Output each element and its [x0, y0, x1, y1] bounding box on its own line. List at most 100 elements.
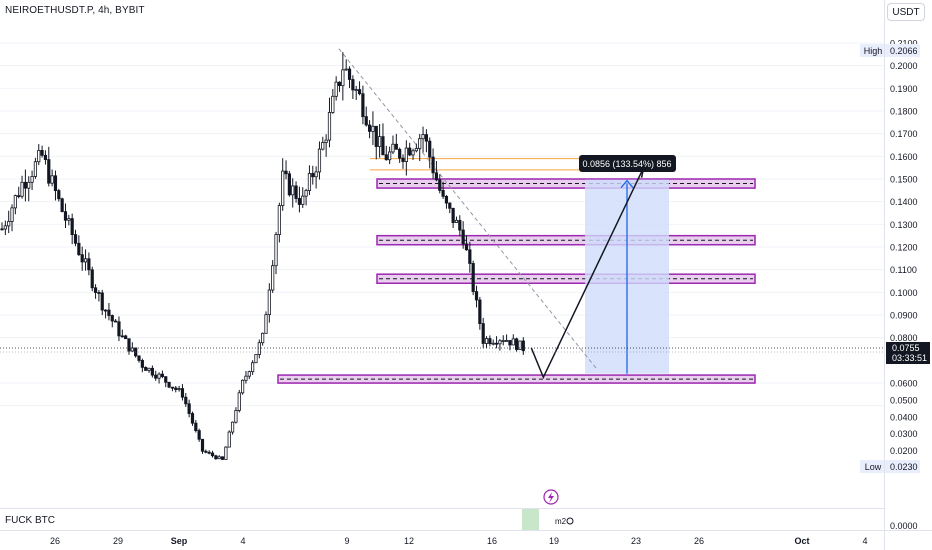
candle-body [521, 340, 525, 352]
low-value: 0.0230 [890, 462, 918, 472]
candle-body [204, 450, 208, 453]
candle-body [351, 79, 355, 91]
trendline[interactable] [338, 48, 597, 369]
candle-body [398, 148, 402, 159]
candle-body [434, 172, 439, 181]
candle-body [30, 176, 34, 183]
candle-body [404, 147, 408, 162]
indicator-label[interactable]: FUCK BTC [5, 515, 55, 526]
candle-body [307, 173, 312, 191]
candle-body [301, 195, 305, 205]
price-axis-border [884, 0, 885, 550]
candle-body [321, 142, 325, 150]
candlestick-series [0, 52, 525, 460]
projection-path[interactable] [530, 166, 645, 380]
candle-body [224, 446, 228, 460]
candle-body [418, 138, 422, 149]
price-tick: 0.2000 [890, 61, 918, 71]
target-lines[interactable] [370, 158, 600, 171]
candle-body [474, 291, 479, 301]
pane-separator[interactable] [0, 508, 884, 509]
candle-body [100, 292, 104, 311]
candle-body [458, 219, 462, 231]
dashed-trendline[interactable] [338, 48, 597, 369]
price-tick: 0.0600 [890, 379, 918, 389]
candle-body [57, 190, 61, 200]
candle-body [401, 157, 405, 162]
candle-body [384, 154, 388, 161]
time-tick: Oct [794, 536, 809, 546]
candle-body [448, 202, 452, 209]
candle-body [271, 265, 275, 291]
price-tick: 0.1900 [890, 84, 918, 94]
candle-body [237, 392, 241, 411]
grid-lines [0, 42, 884, 407]
candle-body [337, 81, 342, 87]
low-value-bg [886, 460, 920, 473]
price-range-measure[interactable]: 0.0856 (133.54%) 856 [579, 155, 676, 374]
candle-body [354, 89, 358, 91]
candle-body [327, 112, 332, 141]
price-tick: 0.0800 [890, 333, 918, 343]
zone-box[interactable] [376, 178, 756, 189]
price-tick: 0.1500 [890, 174, 918, 184]
candle-body [150, 367, 154, 376]
candle-body [67, 218, 71, 221]
time-tick: 23 [631, 536, 641, 546]
candle-body [13, 195, 17, 209]
price-tick: 0.0400 [890, 412, 918, 422]
symbol-title[interactable]: NEIROETHUSDT.P, 4h, BYBIT [5, 5, 145, 16]
candle-body [364, 116, 368, 126]
candle-body [220, 456, 225, 460]
candle-body [120, 335, 124, 338]
candle-body [73, 234, 78, 244]
zone-box[interactable] [376, 273, 756, 285]
projection-line[interactable] [530, 167, 645, 380]
measure-tooltip-bg [579, 155, 676, 172]
price-tick: 0.0900 [890, 310, 918, 320]
time-tick: 4 [240, 536, 245, 546]
price-tick: 0.0500 [890, 395, 918, 405]
time-axis[interactable]: 26 29 Sep 4 9 12 16 19 23 26 Oct 4 [50, 536, 868, 546]
candle-body [334, 81, 338, 97]
candle-body [494, 342, 499, 345]
candle-body [194, 422, 198, 432]
candle-body [207, 451, 211, 454]
candle-body [294, 185, 298, 199]
time-tick: 26 [50, 536, 60, 546]
candle-body [411, 150, 415, 156]
candle-body [17, 195, 21, 198]
candle-body [515, 338, 519, 350]
candle-body [378, 136, 382, 147]
time-tick: 12 [404, 536, 414, 546]
candle-body [347, 68, 352, 80]
candle-body [408, 147, 412, 156]
candle-body [264, 314, 268, 334]
candle-body [167, 381, 171, 388]
time-axis-border [0, 530, 932, 531]
candle-body [274, 234, 278, 267]
candle-body [284, 170, 288, 175]
currency-button[interactable]: USDT [887, 3, 925, 21]
candle-body [297, 198, 302, 205]
candle-body [251, 362, 255, 373]
candle-body [47, 159, 51, 184]
candle-body [484, 338, 489, 344]
candle-body [481, 323, 485, 344]
zone-box[interactable] [277, 374, 756, 384]
zone-box[interactable] [376, 234, 756, 246]
candle-body [177, 388, 181, 390]
candle-body [267, 289, 271, 316]
measure-arrowhead [620, 179, 634, 189]
candle-body [217, 456, 221, 460]
candle-body [488, 338, 492, 344]
indicator-pane: m2 [522, 489, 574, 530]
support-resistance-zones[interactable] [277, 178, 756, 384]
candle-body [374, 125, 378, 147]
indicator-marker[interactable]: m2 [555, 517, 567, 526]
candle-body [451, 207, 455, 223]
candle-body [344, 68, 348, 71]
price-axis[interactable]: 0.2100 0.2000 0.1900 0.1800 0.1700 0.1600 0.15… [0, 38, 930, 531]
candle-body [244, 375, 248, 381]
